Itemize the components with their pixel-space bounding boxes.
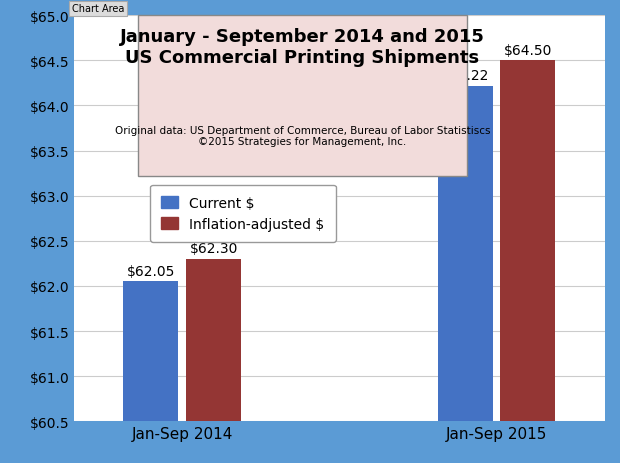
Legend: Current $, Inflation-adjusted $: Current $, Inflation-adjusted $ [150,185,335,242]
Text: $62.05: $62.05 [126,264,175,278]
Text: Original data: US Department of Commerce, Bureau of Labor Statistiscs
©2015 Stra: Original data: US Department of Commerce… [115,125,490,147]
Bar [187,259,241,463]
Text: $64.50: $64.50 [503,44,552,57]
Bar [123,282,179,463]
Bar [500,61,556,463]
Text: $62.30: $62.30 [190,242,238,256]
Bar [438,87,493,463]
Text: Chart Area: Chart Area [72,4,124,14]
Text: January - September 2014 and 2015
US Commercial Printing Shipments: January - September 2014 and 2015 US Com… [120,28,485,67]
Text: $64.22: $64.22 [441,69,489,83]
FancyBboxPatch shape [138,16,467,176]
